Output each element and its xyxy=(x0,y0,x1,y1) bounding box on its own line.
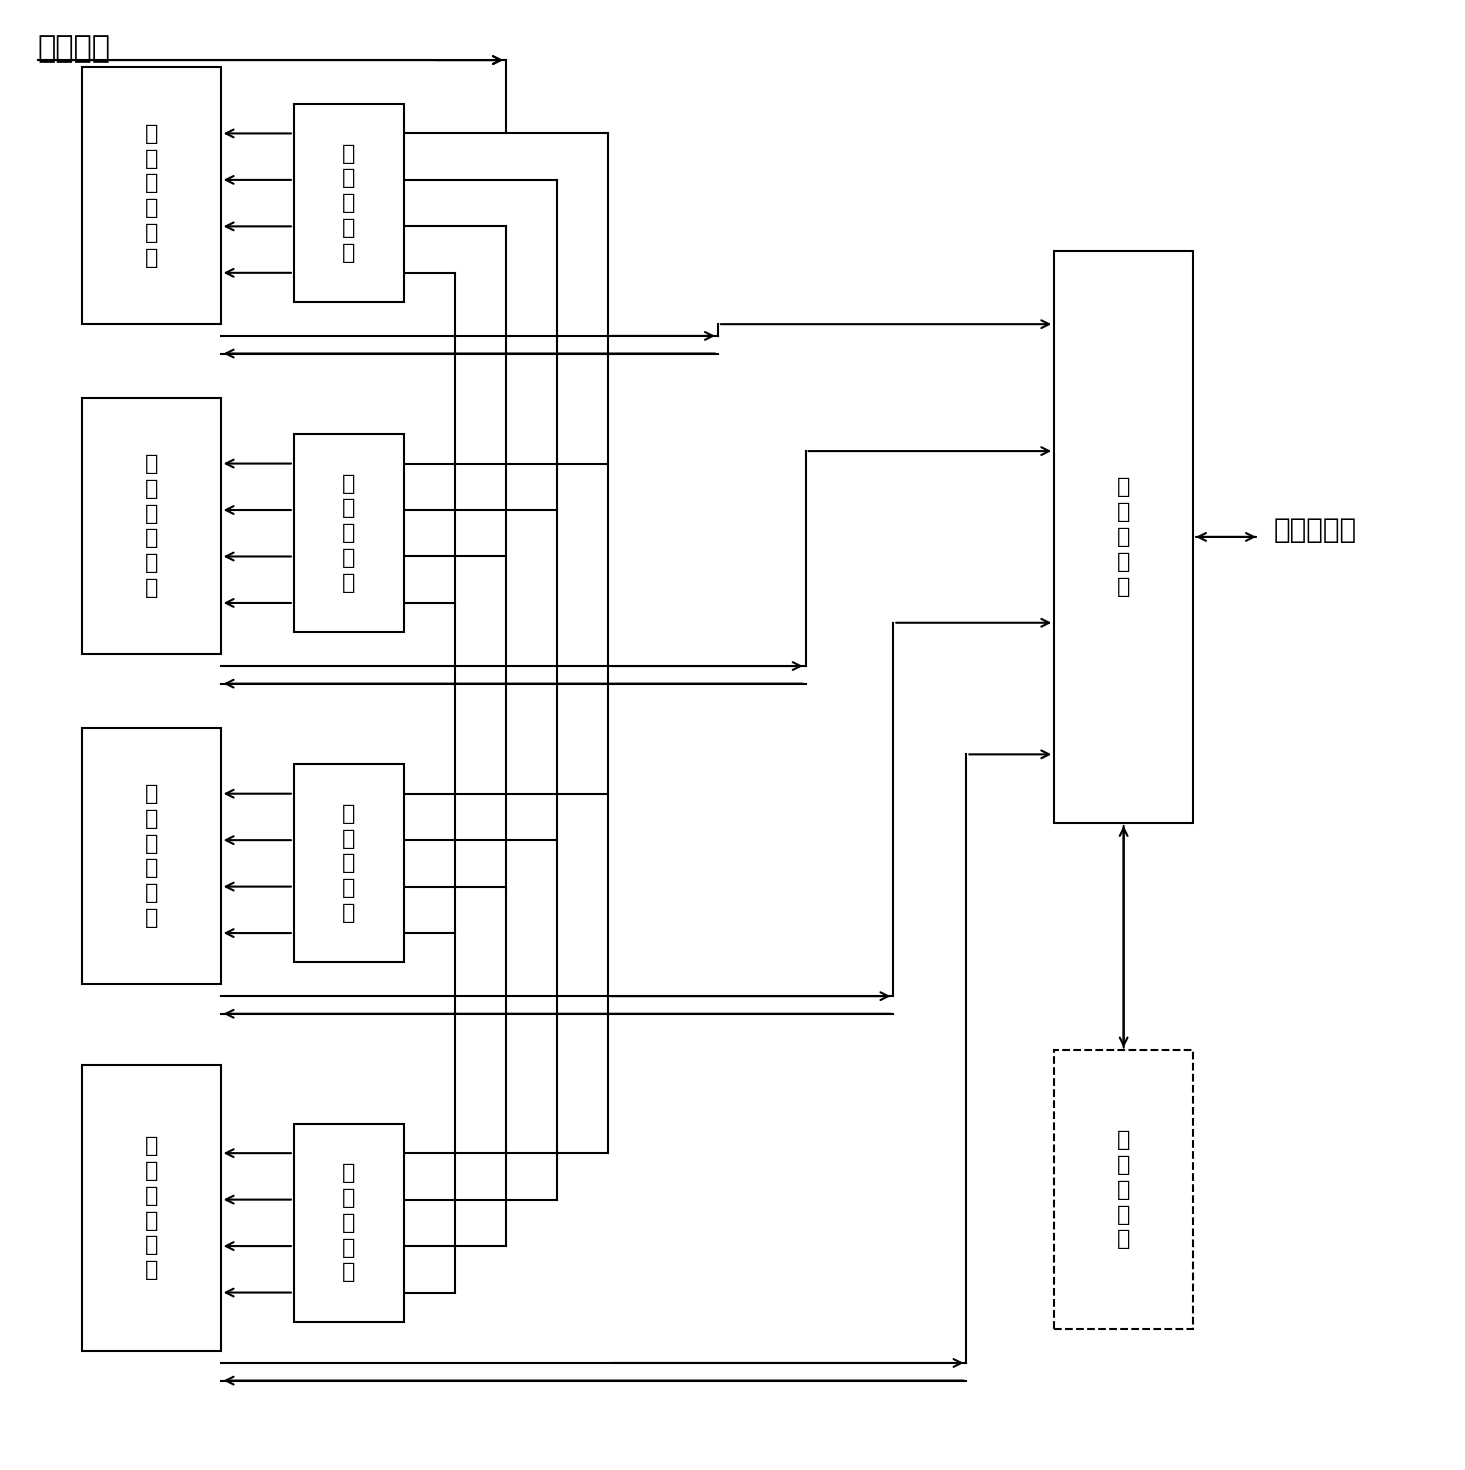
Bar xyxy=(82,397,221,654)
Text: 合
成
处
理
器: 合 成 处 理 器 xyxy=(1116,478,1131,597)
Bar xyxy=(294,764,403,963)
Text: 视频信号: 视频信号 xyxy=(38,34,111,63)
Text: 接
口
控
制
３: 接 口 控 制 ３ xyxy=(341,804,356,923)
Bar xyxy=(1055,251,1193,823)
Bar xyxy=(82,68,221,325)
Text: 接
口
控
制
１: 接 口 控 制 １ xyxy=(341,144,356,263)
Bar xyxy=(82,1066,221,1351)
Bar xyxy=(294,1123,403,1322)
Text: 子
块
处
理
器
３: 子 块 处 理 器 ３ xyxy=(145,784,158,928)
Text: 接
口
控
制
４: 接 口 控 制 ４ xyxy=(341,1163,356,1282)
Bar xyxy=(1055,1051,1193,1329)
Text: 视频数据流: 视频数据流 xyxy=(1273,516,1357,544)
Bar xyxy=(294,434,403,632)
Text: 子
块
处
理
器
２: 子 块 处 理 器 ２ xyxy=(145,454,158,598)
Bar xyxy=(82,728,221,985)
Text: 音
频
处
理
器: 音 频 处 理 器 xyxy=(1116,1130,1131,1250)
Text: 接
口
控
制
２: 接 口 控 制 ２ xyxy=(341,473,356,592)
Text: 子
块
处
理
器
１: 子 块 处 理 器 １ xyxy=(145,123,158,268)
Bar xyxy=(294,104,403,303)
Text: 子
块
处
理
器
４: 子 块 处 理 器 ４ xyxy=(145,1136,158,1280)
